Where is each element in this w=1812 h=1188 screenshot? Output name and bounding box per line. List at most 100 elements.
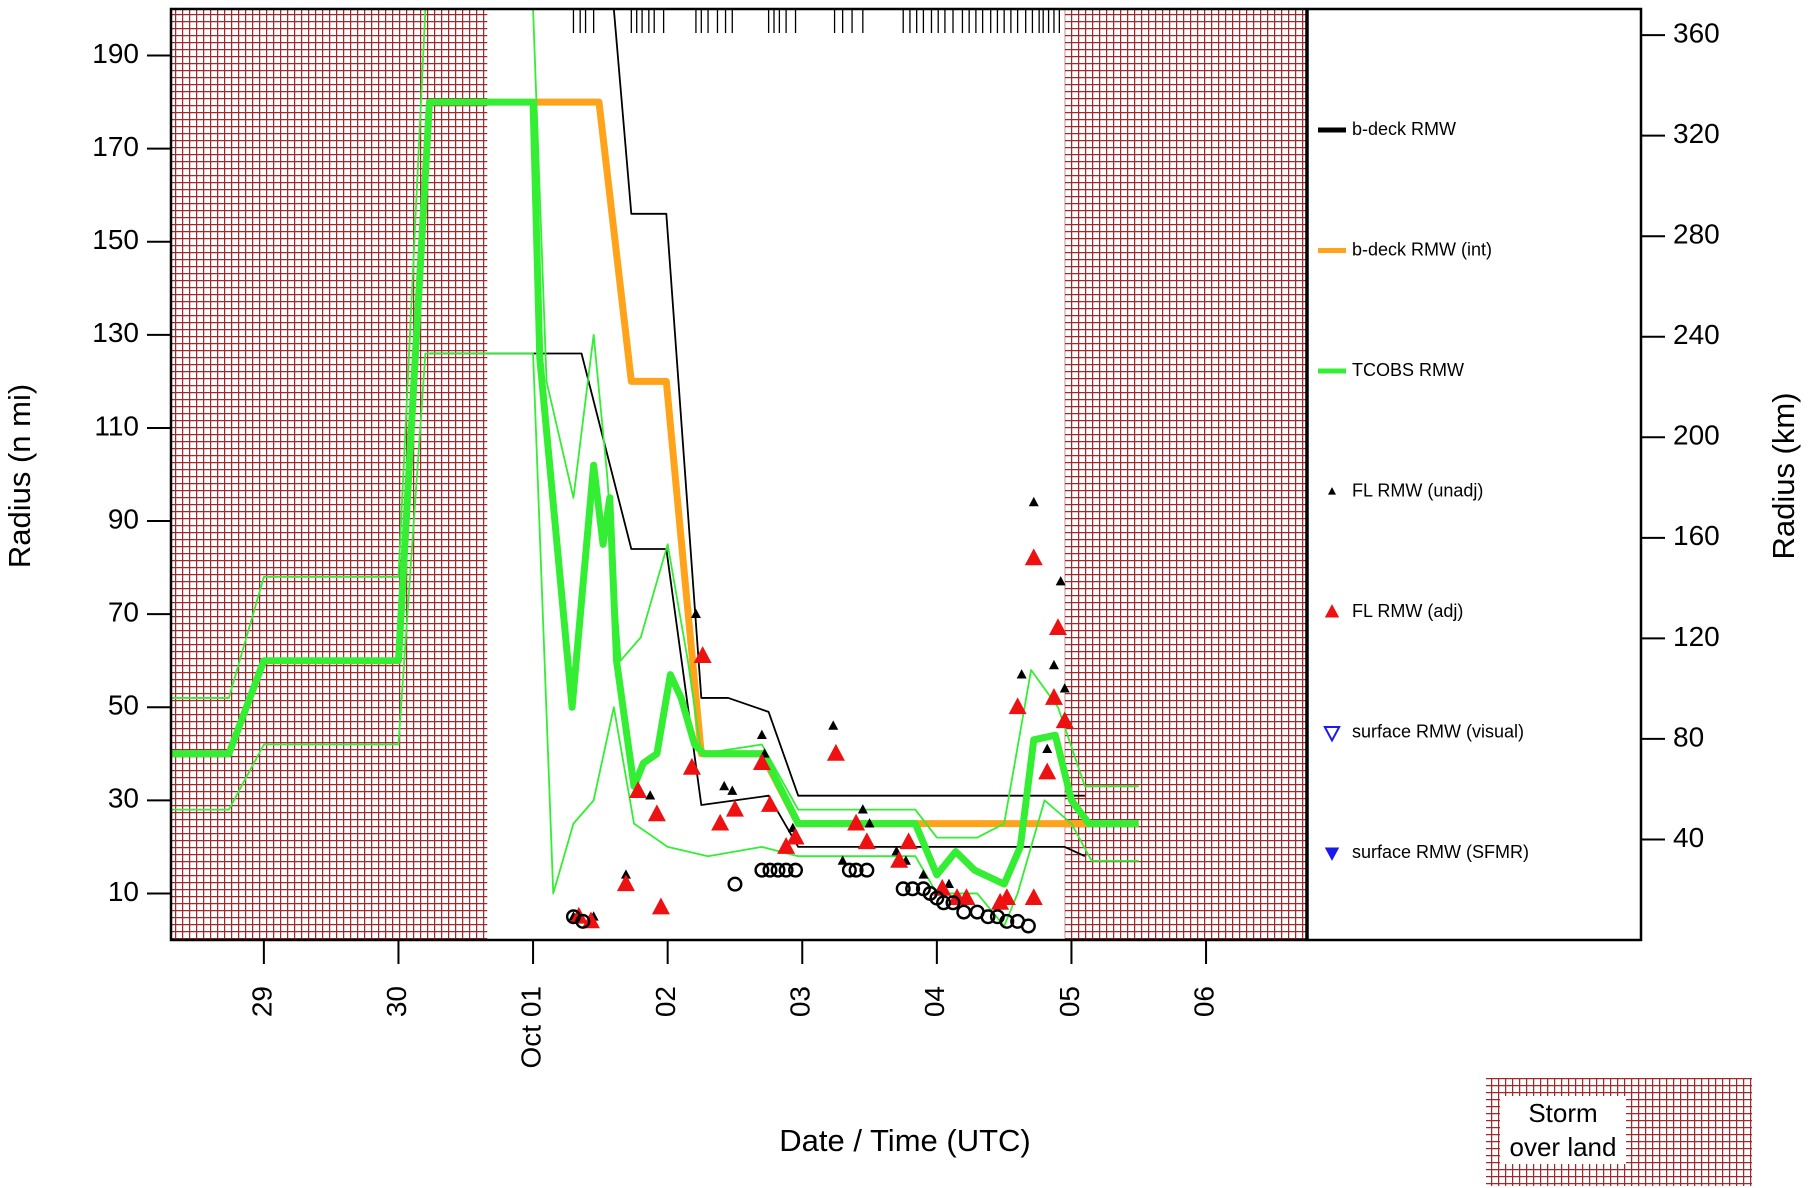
marker xyxy=(857,832,876,850)
marker xyxy=(864,818,875,828)
marker xyxy=(727,785,738,795)
y2-tick-label: 40 xyxy=(1673,822,1704,853)
y-tick-label: 110 xyxy=(94,410,139,441)
marker xyxy=(997,888,1016,906)
marker xyxy=(1024,888,1043,906)
legend-label: FL RMW (adj) xyxy=(1352,601,1463,621)
x-tick-label: 29 xyxy=(246,986,277,1017)
marker xyxy=(956,904,972,920)
series-line xyxy=(612,9,1085,797)
marker xyxy=(786,827,805,845)
marker xyxy=(1044,688,1063,705)
y2-tick-label: 240 xyxy=(1673,319,1720,350)
marker xyxy=(895,881,911,897)
marker xyxy=(651,897,670,915)
legend-label: surface RMW (SFMR) xyxy=(1352,842,1529,862)
y2-tick-label: 80 xyxy=(1673,721,1704,752)
y-tick-label: 30 xyxy=(108,783,139,814)
land-region xyxy=(171,9,488,940)
y-tick-label: 50 xyxy=(108,690,139,721)
marker xyxy=(693,646,712,663)
marker xyxy=(1016,669,1027,679)
y-tick-label: 150 xyxy=(92,224,139,255)
marker xyxy=(752,753,771,771)
marker xyxy=(788,862,804,878)
land-region xyxy=(1064,9,1307,940)
marker xyxy=(857,804,868,814)
y2-tick-label: 160 xyxy=(1673,520,1720,551)
marker xyxy=(848,862,864,878)
land-key-label: Storm over land xyxy=(1500,1096,1626,1164)
axis-layer: 10 30 50 70 90 110 130 150 170 190 40 80 120 160 200 24… xyxy=(92,7,1720,1068)
marker xyxy=(754,862,770,878)
marker xyxy=(828,720,839,730)
series-line xyxy=(171,9,1139,839)
marker xyxy=(581,911,600,929)
y2-tick-label: 320 xyxy=(1673,118,1720,149)
legend-label: b-deck RMW xyxy=(1352,119,1456,139)
marker xyxy=(1008,697,1027,715)
y-tick-label: 190 xyxy=(92,38,139,69)
series-line xyxy=(533,98,1095,828)
marker xyxy=(1020,918,1036,934)
x-tick-label: 02 xyxy=(650,986,681,1017)
marker xyxy=(847,813,866,831)
y2-tick-label: 360 xyxy=(1673,18,1720,49)
marker xyxy=(616,874,635,892)
marker xyxy=(1048,659,1059,670)
y-tick-label: 130 xyxy=(92,317,139,348)
marker xyxy=(890,850,909,868)
land-layer xyxy=(171,9,1307,940)
marker xyxy=(1038,762,1057,780)
x-tick-label: 30 xyxy=(381,986,412,1017)
y-tick-label: 70 xyxy=(108,597,139,628)
legend-swatch xyxy=(1328,487,1336,495)
marker xyxy=(690,608,701,618)
legend-label: TCOBS RMW xyxy=(1352,360,1464,380)
marker xyxy=(980,909,996,925)
marker xyxy=(899,832,918,850)
marker xyxy=(647,804,666,822)
marker xyxy=(999,913,1015,929)
marker xyxy=(777,837,796,854)
y-axis-title: Radius (n mi) xyxy=(2,384,37,568)
plot-frame xyxy=(169,7,1643,942)
marker xyxy=(1055,711,1074,729)
x-axis-title: Date / Time (UTC) xyxy=(779,1123,1030,1158)
marker xyxy=(1048,618,1067,636)
x-tick-label: 04 xyxy=(919,986,950,1017)
marker xyxy=(1055,576,1066,586)
series-line xyxy=(171,352,1139,927)
y2-tick-label: 200 xyxy=(1673,420,1720,451)
y2-tick-label: 120 xyxy=(1673,621,1720,652)
marker xyxy=(957,888,976,906)
marker xyxy=(711,813,730,831)
legend-swatch xyxy=(1324,847,1340,861)
marker xyxy=(1042,743,1053,753)
legend-swatch xyxy=(1323,725,1341,743)
marker xyxy=(645,790,656,800)
marker xyxy=(629,781,648,798)
marker xyxy=(841,862,857,878)
marker xyxy=(725,799,744,817)
y-tick-label: 170 xyxy=(92,131,139,162)
legend-label: b-deck RMW (int) xyxy=(1352,239,1492,259)
marker xyxy=(620,869,631,879)
series-line xyxy=(171,98,1139,888)
marker xyxy=(719,780,730,791)
marker xyxy=(760,795,779,812)
marker xyxy=(727,876,743,892)
y-tick-label: 10 xyxy=(108,876,139,907)
marker xyxy=(826,743,845,761)
x-tick-label: Oct 01 xyxy=(515,986,546,1068)
marker xyxy=(936,895,952,911)
x-tick-label: 05 xyxy=(1054,986,1085,1017)
marker xyxy=(778,862,794,878)
data-layer xyxy=(171,9,1139,934)
series-line xyxy=(429,352,1086,858)
legend-label: surface RMW (visual) xyxy=(1352,721,1524,741)
marker xyxy=(859,862,875,878)
marker xyxy=(837,855,848,865)
marker xyxy=(762,862,778,878)
